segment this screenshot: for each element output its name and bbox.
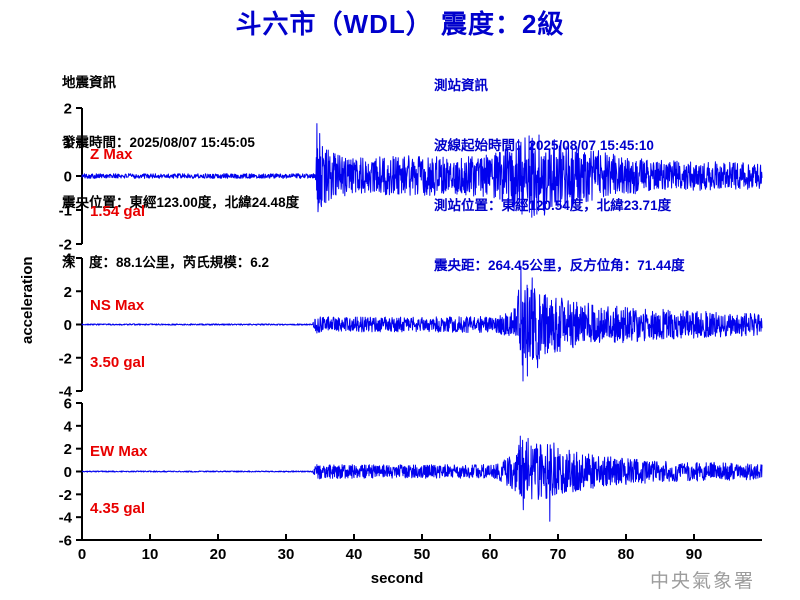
station-info-block: 測站資訊 波線起始時間：2025/08/07 15:45:10 測站位置：東經1… [434,36,685,316]
agency-watermark: 中央氣象署 [650,571,756,592]
y-tick-label: 0 [64,169,72,186]
ns-max-title: NS Max [90,297,145,314]
x-tick-label: 20 [210,546,227,563]
waveform-trace-ns [81,265,763,382]
y-tick-label: 6 [64,395,72,412]
earthquake-info-heading: 地震資訊 [62,75,116,90]
x-tick-label: 80 [618,546,635,563]
epicentral-distance-line: 震央距：264.45公里，反方位角：71.44度 [434,258,685,273]
x-tick-label: 70 [550,546,567,563]
waveform-trace-ew [81,435,763,522]
y-tick-label: -2 [59,237,72,254]
station-location-line: 測站位置：東經120.54度，北緯23.71度 [434,198,672,213]
x-tick-label: 30 [278,546,295,563]
waveform-trace-z [81,123,763,218]
x-tick-label: 60 [482,546,499,563]
y-tick-label: 2 [64,101,72,118]
x-tick-label: 10 [142,546,159,563]
y-tick-label: -2 [59,350,72,367]
z-max-label: Z Max 1.54 gal [90,107,145,259]
x-axis-label: second [370,570,424,587]
ew-max-value: 4.35 gal [90,500,146,517]
y-tick-label: 4 [64,418,73,435]
ns-max-label: NS Max 3.50 gal [90,258,145,410]
earthquake-info-block: 地震資訊 發震時間：2025/08/07 15:45:05 震央位置：東經123… [62,33,299,313]
x-tick-label: 0 [78,546,86,563]
z-max-value: 1.54 gal [90,203,146,220]
x-tick-label: 90 [686,546,703,563]
y-tick-label: 4 [64,251,73,268]
x-tick-label: 50 [414,546,431,563]
y-tick-label: 0 [64,317,72,334]
station-info-heading: 測站資訊 [434,78,488,93]
ew-max-title: EW Max [90,443,148,460]
depth-magnitude-line: 深 度：88.1公里，芮氏規模：6.2 [62,255,270,270]
y-tick-label: -4 [59,384,73,401]
y-tick-label: -1 [59,203,72,220]
page-title: 斗六市（WDL） 震度：2級 [235,9,565,39]
epicenter-location-line: 震央位置：東經123.00度，北緯24.48度 [62,195,300,210]
z-max-title: Z Max [90,146,133,163]
ns-max-value: 3.50 gal [90,354,146,371]
y-tick-label: 2 [64,441,72,458]
x-tick-label: 40 [346,546,363,563]
y-tick-label: -4 [59,510,73,527]
y-tick-label: 2 [64,284,72,301]
y-tick-label: -6 [59,533,72,550]
y-tick-label: 0 [64,464,72,481]
y-tick-label: -2 [59,487,72,504]
ew-max-label: EW Max 4.35 gal [90,404,148,556]
origin-time-line: 發震時間：2025/08/07 15:45:05 [62,135,255,150]
wave-start-time-line: 波線起始時間：2025/08/07 15:45:10 [434,138,654,153]
y-tick-label: 1 [64,135,72,152]
